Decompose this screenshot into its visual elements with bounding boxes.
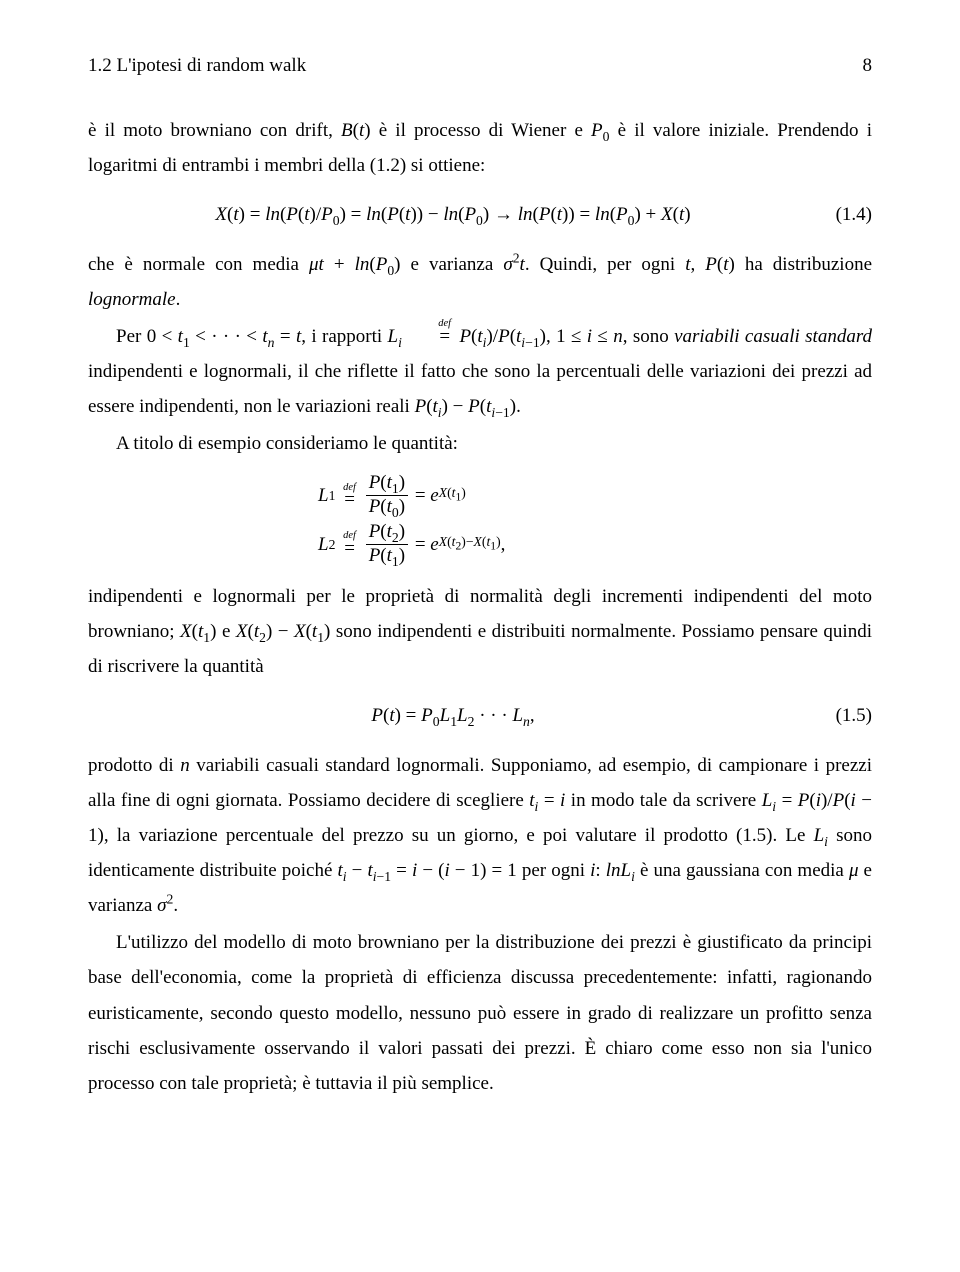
text: , la variazione percentuale del prezzo s… bbox=[104, 825, 814, 846]
math-inline: σ bbox=[503, 254, 512, 275]
page-number: 8 bbox=[863, 48, 873, 83]
page: 1.2 L'ipotesi di random walk 8 è il moto… bbox=[0, 0, 960, 1272]
paragraph-3: Per 0 < t1 < · · · < tn = t, i rapporti … bbox=[88, 319, 872, 424]
text: e bbox=[216, 621, 235, 642]
text: , i rapporti bbox=[301, 326, 387, 347]
equation-1-5: P(t) = P0L1L2 · · · Ln, (1.5) bbox=[88, 698, 872, 733]
text: è il processo di Wiener e bbox=[371, 120, 591, 141]
text: indipendenti e lognormali, il che riflet… bbox=[88, 361, 872, 417]
math-inline: B bbox=[341, 120, 353, 141]
text-emph: variabili casuali standard bbox=[674, 326, 872, 347]
text: che è normale con media bbox=[88, 254, 309, 275]
math-inline: P bbox=[591, 120, 603, 141]
equation-number: (1.4) bbox=[818, 197, 872, 232]
text: Per bbox=[116, 326, 147, 347]
text: e varianza bbox=[400, 254, 503, 275]
text: . bbox=[176, 289, 181, 310]
paragraph-2: che è normale con media μt + ln(P0) e va… bbox=[88, 247, 872, 317]
paragraph-5: indipendenti e lognormali per le proprie… bbox=[88, 579, 872, 684]
page-header: 1.2 L'ipotesi di random walk 8 bbox=[88, 48, 872, 83]
equation-body: X(t) = ln(P(t)/P0) = ln(P(t)) − ln(P0) →… bbox=[88, 197, 818, 232]
text: è una gaussiana con media bbox=[635, 860, 849, 881]
text: , sono bbox=[623, 326, 674, 347]
math-inline: μt bbox=[309, 254, 324, 275]
paragraph-4: A titolo di esempio consideriamo le quan… bbox=[88, 426, 872, 461]
text: A titolo di esempio consideriamo le quan… bbox=[116, 433, 458, 454]
paragraph-6: prodotto di n variabili casuali standard… bbox=[88, 748, 872, 924]
text: . bbox=[173, 895, 178, 916]
equation-number: (1.5) bbox=[818, 698, 872, 733]
paragraph-1: è il moto browniano con drift, B(t) è il… bbox=[88, 113, 872, 183]
section-label: 1.2 L'ipotesi di random walk bbox=[88, 48, 306, 83]
def-eq-symbol: def= bbox=[410, 320, 451, 344]
example-equations: L1 def= P(t1)P(t0) = eX(t1) L2 def= P(t2… bbox=[318, 473, 872, 567]
text: prodotto di bbox=[88, 755, 180, 776]
text: è il moto browniano con drift, bbox=[88, 120, 341, 141]
text: in modo tale da scrivere bbox=[565, 790, 761, 811]
equation-L2: L2 def= P(t2)P(t1) = eX(t2)−X(t1), bbox=[318, 522, 872, 567]
text: ha distribuzione bbox=[735, 254, 872, 275]
text: L'utilizzo del modello di moto browniano… bbox=[88, 932, 872, 1094]
text-emph: lognormale bbox=[88, 289, 176, 310]
equation-L1: L1 def= P(t1)P(t0) = eX(t1) bbox=[318, 473, 872, 518]
equation-body: P(t) = P0L1L2 · · · Ln, bbox=[88, 698, 818, 733]
equation-1-4: X(t) = ln(P(t)/P0) = ln(P(t)) − ln(P0) →… bbox=[88, 197, 872, 232]
text: . Quindi, per ogni bbox=[525, 254, 685, 275]
text: . bbox=[516, 396, 521, 417]
text: per ogni bbox=[517, 860, 590, 881]
paragraph-7: L'utilizzo del modello di moto browniano… bbox=[88, 925, 872, 1101]
